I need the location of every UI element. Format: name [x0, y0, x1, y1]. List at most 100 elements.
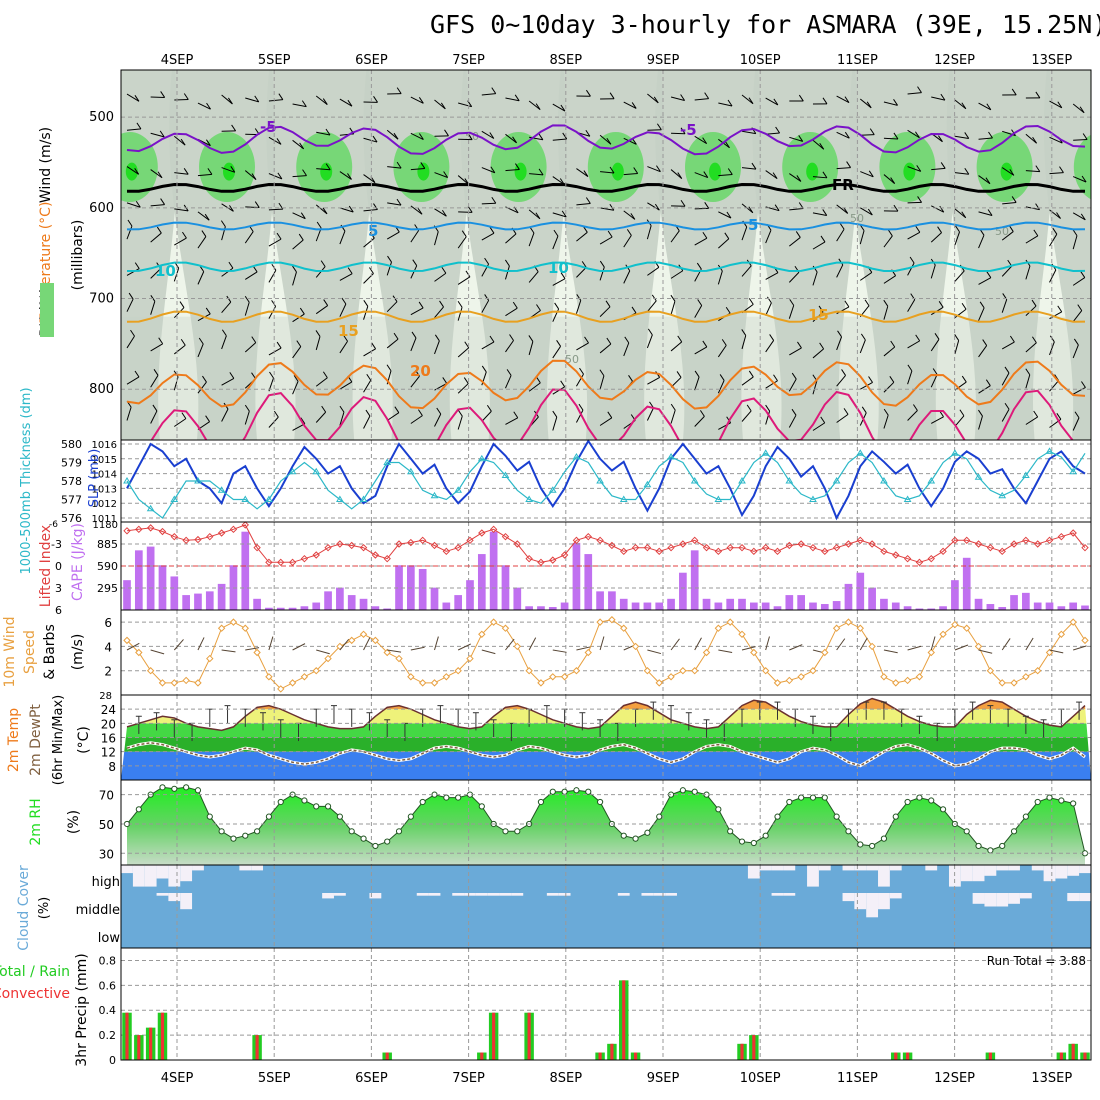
- wind-barb-flag: [396, 198, 402, 206]
- wind-point: [560, 673, 569, 681]
- cloud-high-cell: [818, 865, 831, 871]
- wind-barb-flag: [325, 128, 331, 136]
- li-point: [241, 521, 249, 529]
- wind-point: [312, 667, 320, 675]
- temp-band: [121, 737, 1091, 752]
- wind-barb: [670, 270, 684, 279]
- date-label-bottom: 8SEP: [550, 1071, 583, 1086]
- wind-barb: [717, 270, 723, 285]
- rh-tick: 30: [99, 847, 114, 861]
- thickness-point: [265, 495, 273, 502]
- wind-barb: [623, 270, 631, 284]
- wind-barb: [552, 416, 558, 431]
- wind-barb-flag: [434, 334, 440, 342]
- rh-point: [159, 784, 166, 791]
- wind-point: [182, 676, 190, 685]
- rh-point: [656, 813, 663, 820]
- wind-barb-flag: [1004, 366, 1010, 374]
- wind-barb-flag: [251, 173, 257, 180]
- wind-barb: [410, 375, 420, 388]
- wind-barb: [670, 230, 680, 243]
- thickness-point: [643, 480, 652, 488]
- wind-barb: [931, 167, 946, 171]
- wind-barb-flag: [365, 409, 371, 417]
- wind-barb: [741, 335, 747, 350]
- thickness-tick: 577: [61, 494, 82, 507]
- wind-barb: [292, 346, 302, 359]
- cloud-middle-cell: [511, 893, 524, 896]
- li-point: [631, 543, 640, 552]
- wind-barb: [978, 345, 988, 358]
- wind-point: [655, 679, 663, 687]
- wind-barb-flag: [134, 168, 140, 175]
- date-label-bottom: 9SEP: [647, 1071, 680, 1086]
- wind-barb: [931, 205, 944, 213]
- wind-barb: [174, 208, 189, 212]
- wind-barb: [315, 95, 328, 105]
- wind-barb-flag: [609, 203, 615, 211]
- wind-point: [300, 673, 309, 681]
- ylabel-slp: SLP (mb): [87, 449, 102, 508]
- precip-convective-bar: [906, 1052, 910, 1060]
- wind-point: [501, 624, 510, 632]
- wind-10m-barb: [173, 639, 184, 651]
- ylabel-temp-unit: (°C): [76, 726, 92, 754]
- rh-point: [301, 797, 308, 804]
- thickness-point: [454, 486, 463, 493]
- cloud-high-cell: [156, 865, 169, 879]
- wind-barb-flag: [226, 295, 232, 303]
- wind-barb-flag: [183, 168, 189, 175]
- li-point: [359, 543, 368, 552]
- cape-bar: [442, 602, 451, 610]
- wind-barb-flag: [513, 411, 519, 419]
- wind-barb: [600, 171, 615, 174]
- wind-barb: [386, 261, 392, 276]
- thickness-point: [974, 473, 983, 480]
- wind-10m-barb: [481, 649, 496, 655]
- wind-point: [998, 679, 1006, 687]
- rh-point: [880, 835, 888, 842]
- wind-barb-flag: [206, 139, 211, 146]
- cape-bar: [371, 606, 380, 610]
- li-point: [797, 540, 805, 548]
- wind-point: [418, 679, 427, 687]
- wind-barb-flag: [773, 374, 778, 382]
- wind-barb: [552, 278, 566, 286]
- wind-point: [371, 636, 380, 645]
- thickness-point: [1021, 471, 1030, 478]
- wind-barb: [339, 171, 352, 180]
- wind-barb: [575, 300, 582, 314]
- thickness-point: [477, 454, 486, 462]
- wind-barb: [458, 211, 473, 213]
- wind-point: [773, 679, 782, 687]
- wind-barb-flag: [1004, 402, 1010, 410]
- rh-point: [1022, 813, 1029, 820]
- wind-barb-flag: [436, 407, 442, 415]
- wind-barb: [505, 233, 517, 244]
- cape-bar: [702, 598, 711, 610]
- slp-tick: 1015: [92, 455, 117, 466]
- wind-barb-flag: [748, 298, 754, 305]
- cloud-level-label: low: [98, 931, 121, 946]
- wind-barb-flag: [791, 372, 797, 380]
- wind-barb-flag: [893, 132, 899, 140]
- wind-barb: [244, 170, 257, 180]
- wind-barb-flag: [822, 97, 828, 105]
- wind-barb-flag: [461, 230, 467, 237]
- wind-barb: [363, 137, 378, 143]
- series-slp: [126, 439, 1086, 521]
- cape-bar: [962, 557, 971, 610]
- wind-barb: [315, 377, 328, 387]
- wind-barb-flag: [599, 260, 605, 268]
- li-point: [146, 524, 155, 532]
- wind-barb: [836, 95, 850, 104]
- wind-10m-barb: [978, 649, 993, 654]
- wind-barb: [954, 270, 965, 282]
- wind-point: [702, 648, 711, 657]
- ylabel-rh2m: 2m RH: [28, 798, 44, 845]
- wind-barb-flag: [394, 406, 400, 413]
- wind-barb: [907, 262, 915, 276]
- rh-point: [242, 832, 249, 839]
- wind-barb-flag: [961, 302, 967, 310]
- li-point: [1010, 540, 1018, 548]
